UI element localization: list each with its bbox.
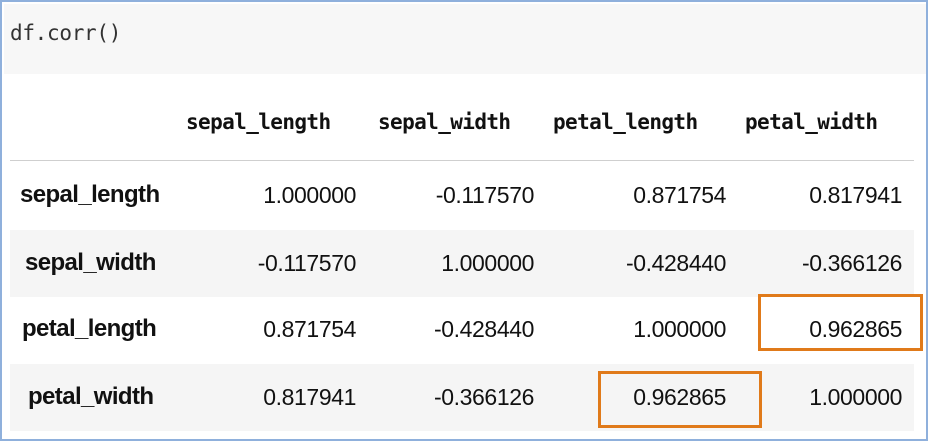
correlation-table: sepal_length sepal_width petal_length pe… xyxy=(4,74,926,439)
table-cell: -0.117570 xyxy=(257,250,357,276)
code-input-text: df.corr() xyxy=(10,21,122,45)
table-row: petal_length 0.871754 -0.428440 1.000000… xyxy=(10,296,914,363)
column-header-petal-length: petal_length xyxy=(553,110,698,134)
table-cell: 0.871754 xyxy=(633,182,726,208)
table-row: petal_width 0.817941 -0.366126 0.962865 … xyxy=(10,364,914,431)
column-header-sepal-length: sepal_length xyxy=(186,110,331,134)
column-header-sepal-width: sepal_width xyxy=(378,110,511,134)
row-header-sepal-width: sepal_width xyxy=(25,249,156,276)
table-cell: 1.000000 xyxy=(263,182,356,208)
highlight-box-petal-width-petal-length xyxy=(598,371,762,428)
table-cell: -0.117570 xyxy=(435,182,535,208)
row-header-sepal-length: sepal_length xyxy=(20,181,160,208)
table-row: sepal_width -0.117570 1.000000 -0.428440… xyxy=(10,230,914,297)
highlight-box-petal-length-petal-width xyxy=(758,294,923,351)
table-cell: 1.000000 xyxy=(633,316,726,342)
table-cell: 1.000000 xyxy=(441,250,534,276)
row-header-petal-width: petal_width xyxy=(28,383,154,410)
column-header-petal-width: petal_width xyxy=(745,110,878,134)
table-cell: 0.962865 xyxy=(809,316,902,342)
table-cell: -0.428440 xyxy=(626,250,726,276)
table-cell: 0.817941 xyxy=(263,384,356,410)
table-cell: -0.366126 xyxy=(434,384,534,410)
code-input-cell[interactable]: df.corr() xyxy=(4,4,926,74)
table-cell: 1.000000 xyxy=(809,384,902,410)
table-row: sepal_length 1.000000 -0.117570 0.871754… xyxy=(10,162,914,229)
table-cell: -0.366126 xyxy=(802,250,902,276)
table-cell: -0.428440 xyxy=(434,316,534,342)
table-cell: 0.817941 xyxy=(809,182,902,208)
row-header-petal-length: petal_length xyxy=(22,315,157,342)
table-header-row: sepal_length sepal_width petal_length pe… xyxy=(10,74,914,161)
table-cell: 0.871754 xyxy=(263,316,356,342)
table-cell: 0.962865 xyxy=(633,384,726,410)
